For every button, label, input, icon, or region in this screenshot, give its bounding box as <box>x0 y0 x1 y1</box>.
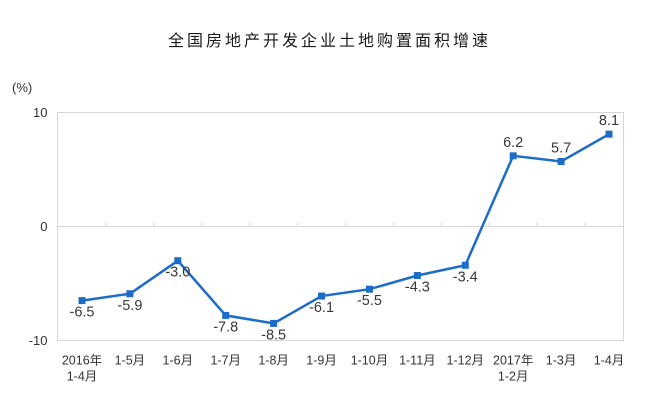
data-value-label: 8.1 <box>599 113 619 129</box>
x-category-label: 1-7月 <box>210 354 241 368</box>
data-value-label: -7.8 <box>213 319 238 335</box>
y-tick-label: 0 <box>40 219 47 234</box>
trend-line <box>81 133 610 325</box>
x-category-label: 1-10月 <box>351 354 389 368</box>
data-point-marker <box>126 290 134 298</box>
data-point-marker <box>413 272 421 280</box>
data-value-label: -3.0 <box>165 265 190 281</box>
data-point-marker <box>605 130 613 138</box>
x-category-label: 2017年 1-2月 <box>493 354 533 384</box>
data-point-marker <box>509 152 517 160</box>
x-category-label: 1-12月 <box>447 354 485 368</box>
data-value-label: -5.5 <box>357 293 382 309</box>
data-point-marker <box>270 319 278 327</box>
x-category-label: 1-11月 <box>399 354 436 368</box>
data-value-label: -3.4 <box>453 269 478 285</box>
x-category-label: 1-3月 <box>546 354 577 368</box>
data-value-label: 5.7 <box>551 141 571 157</box>
x-category-label: 1-5月 <box>115 354 146 368</box>
data-value-label: -6.5 <box>70 305 95 321</box>
data-point-marker <box>365 285 373 293</box>
chart-title: 全国房地产开发企业土地购置面积增速 <box>167 33 491 50</box>
x-category-label: 1-9月 <box>306 354 337 368</box>
data-point-marker <box>222 311 230 319</box>
x-category-label: 1-4月 <box>594 354 625 368</box>
x-category-label: 1-8月 <box>258 354 289 368</box>
y-tick-label: -10 <box>29 333 48 348</box>
data-value-label: -5.9 <box>117 298 142 314</box>
data-point-marker <box>461 261 469 269</box>
y-axis-unit-label: (%) <box>12 80 33 95</box>
x-category-label: 1-6月 <box>163 354 194 368</box>
data-point-marker <box>174 257 182 265</box>
y-tick-label: 10 <box>33 105 47 120</box>
data-point-marker <box>557 158 565 166</box>
data-point-marker <box>78 297 86 305</box>
data-value-label: -8.5 <box>261 327 286 343</box>
data-value-label: -4.3 <box>405 280 430 296</box>
data-value-label: -6.1 <box>309 300 334 316</box>
data-point-marker <box>318 292 326 300</box>
data-value-label: 6.2 <box>503 135 523 151</box>
x-category-label: 2016年 1-4月 <box>62 354 102 384</box>
